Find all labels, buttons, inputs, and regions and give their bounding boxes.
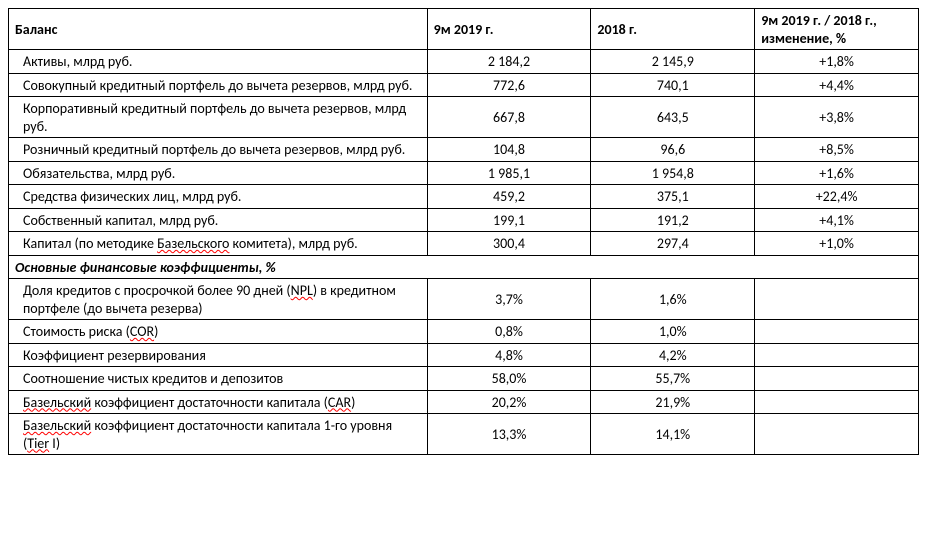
- header-balance: Баланс: [9, 9, 428, 50]
- table-row: Коэффициент резервирования4,8%4,2%: [9, 343, 919, 367]
- cell-2018: 191,2: [591, 208, 755, 232]
- table-row: Доля кредитов с просрочкой более 90 дней…: [9, 279, 919, 320]
- table-row: Собственный капитал, млрд руб.199,1191,2…: [9, 208, 919, 232]
- cell-2018: 14,1%: [591, 414, 755, 455]
- cell-2018: 740,1: [591, 73, 755, 97]
- row-label: Корпоративный кредитный портфель до выче…: [9, 97, 428, 138]
- cell-change: [755, 343, 919, 367]
- cell-2018: 2 145,9: [591, 50, 755, 74]
- balance-table: Баланс 9м 2019 г. 2018 г. 9м 2019 г. / 2…: [8, 8, 919, 455]
- cell-9m2019: 459,2: [427, 185, 591, 209]
- cell-9m2019: 199,1: [427, 208, 591, 232]
- cell-2018: 21,9%: [591, 390, 755, 414]
- cell-change: +1,8%: [755, 50, 919, 74]
- cell-change: +4,4%: [755, 73, 919, 97]
- cell-9m2019: 0,8%: [427, 320, 591, 344]
- cell-9m2019: 772,6: [427, 73, 591, 97]
- table-row: Активы, млрд руб.2 184,22 145,9+1,8%: [9, 50, 919, 74]
- cell-9m2019: 20,2%: [427, 390, 591, 414]
- row-label: Коэффициент резервирования: [9, 343, 428, 367]
- cell-2018: 55,7%: [591, 367, 755, 391]
- cell-2018: 1 954,8: [591, 161, 755, 185]
- cell-2018: 375,1: [591, 185, 755, 209]
- cell-change: [755, 279, 919, 320]
- cell-2018: 643,5: [591, 97, 755, 138]
- table-row: Розничный кредитный портфель до вычета р…: [9, 138, 919, 162]
- cell-2018: 1,6%: [591, 279, 755, 320]
- cell-9m2019: 1 985,1: [427, 161, 591, 185]
- cell-change: +22,4%: [755, 185, 919, 209]
- row-label: Соотношение чистых кредитов и депозитов: [9, 367, 428, 391]
- table-body: Активы, млрд руб.2 184,22 145,9+1,8%Сово…: [9, 50, 919, 455]
- cell-change: +8,5%: [755, 138, 919, 162]
- header-2018: 2018 г.: [591, 9, 755, 50]
- table-header-row: Баланс 9м 2019 г. 2018 г. 9м 2019 г. / 2…: [9, 9, 919, 50]
- cell-change: [755, 390, 919, 414]
- row-label: Базельский коэффициент достаточности кап…: [9, 414, 428, 455]
- table-row: Совокупный кредитный портфель до вычета …: [9, 73, 919, 97]
- row-label: Собственный капитал, млрд руб.: [9, 208, 428, 232]
- cell-9m2019: 3,7%: [427, 279, 591, 320]
- table-section-row: Основные финансовые коэффициенты, %: [9, 255, 919, 279]
- table-row: Стоимость риска (COR)0,8%1,0%: [9, 320, 919, 344]
- cell-2018: 297,4: [591, 232, 755, 256]
- cell-change: +1,0%: [755, 232, 919, 256]
- table-row: Соотношение чистых кредитов и депозитов5…: [9, 367, 919, 391]
- section-label: Основные финансовые коэффициенты, %: [9, 255, 919, 279]
- row-label: Стоимость риска (COR): [9, 320, 428, 344]
- cell-9m2019: 104,8: [427, 138, 591, 162]
- cell-9m2019: 58,0%: [427, 367, 591, 391]
- header-9m2019: 9м 2019 г.: [427, 9, 591, 50]
- cell-change: +3,8%: [755, 97, 919, 138]
- row-label: Активы, млрд руб.: [9, 50, 428, 74]
- row-label: Капитал (по методике Базельского комитет…: [9, 232, 428, 256]
- cell-9m2019: 4,8%: [427, 343, 591, 367]
- cell-2018: 4,2%: [591, 343, 755, 367]
- table-row: Базельский коэффициент достаточности кап…: [9, 414, 919, 455]
- cell-change: [755, 320, 919, 344]
- cell-9m2019: 300,4: [427, 232, 591, 256]
- cell-2018: 96,6: [591, 138, 755, 162]
- cell-9m2019: 2 184,2: [427, 50, 591, 74]
- table-row: Обязательства, млрд руб.1 985,11 954,8+1…: [9, 161, 919, 185]
- row-label: Розничный кредитный портфель до вычета р…: [9, 138, 428, 162]
- cell-2018: 1,0%: [591, 320, 755, 344]
- cell-change: +1,6%: [755, 161, 919, 185]
- table-row: Корпоративный кредитный портфель до выче…: [9, 97, 919, 138]
- table-row: Средства физических лиц, млрд руб.459,23…: [9, 185, 919, 209]
- header-change: 9м 2019 г. / 2018 г., изменение, %: [755, 9, 919, 50]
- table-row: Базельский коэффициент достаточности кап…: [9, 390, 919, 414]
- cell-change: [755, 414, 919, 455]
- row-label: Доля кредитов с просрочкой более 90 дней…: [9, 279, 428, 320]
- row-label: Базельский коэффициент достаточности кап…: [9, 390, 428, 414]
- row-label: Обязательства, млрд руб.: [9, 161, 428, 185]
- cell-9m2019: 667,8: [427, 97, 591, 138]
- cell-change: [755, 367, 919, 391]
- table-row: Капитал (по методике Базельского комитет…: [9, 232, 919, 256]
- cell-change: +4,1%: [755, 208, 919, 232]
- cell-9m2019: 13,3%: [427, 414, 591, 455]
- row-label: Средства физических лиц, млрд руб.: [9, 185, 428, 209]
- row-label: Совокупный кредитный портфель до вычета …: [9, 73, 428, 97]
